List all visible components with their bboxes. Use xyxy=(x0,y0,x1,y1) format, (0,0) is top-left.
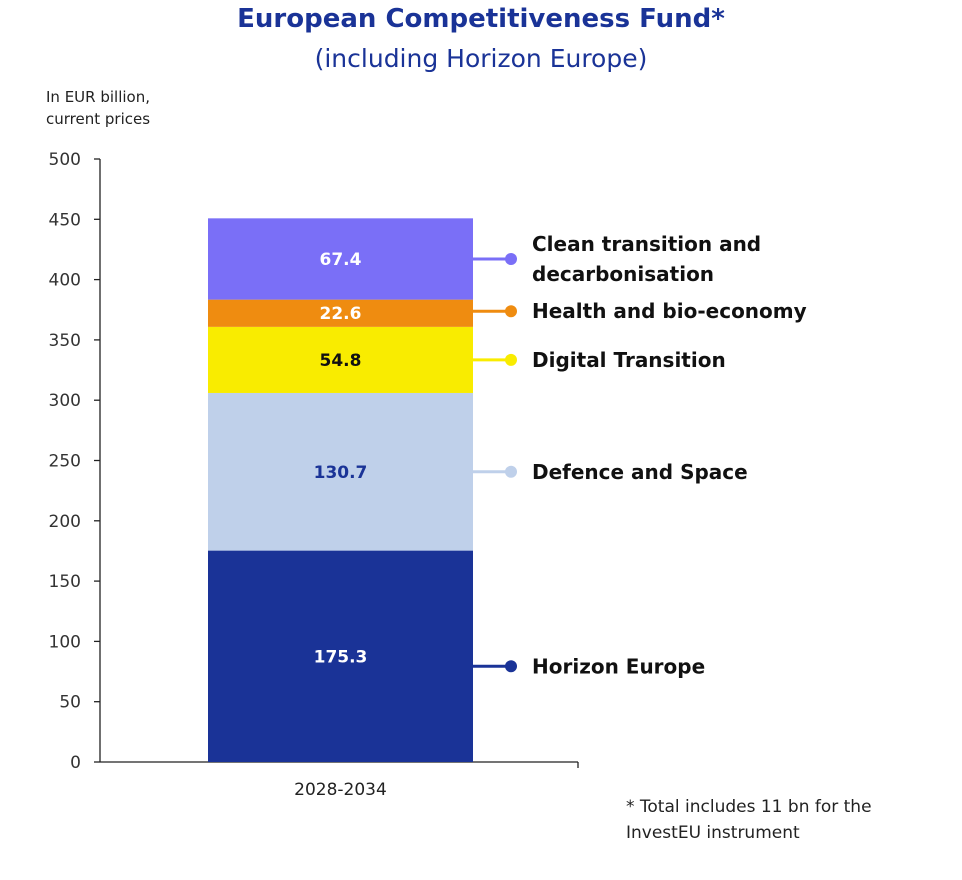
y-tick-label: 150 xyxy=(49,572,81,592)
legend-marker xyxy=(505,660,517,673)
legend-label: Digital Transition xyxy=(532,348,726,372)
y-tick-label: 0 xyxy=(70,753,81,773)
y-axis-unit-label: In EUR billion, current prices xyxy=(46,86,150,130)
y-tick-label: 400 xyxy=(49,271,81,291)
bar-value-label: 130.7 xyxy=(314,463,368,483)
chart-subtitle: (including Horizon Europe) xyxy=(314,44,648,73)
legend-marker xyxy=(505,353,517,366)
y-tick-label: 100 xyxy=(49,632,81,652)
footnote: * Total includes 11 bn for the InvestEU … xyxy=(626,794,872,846)
legend-marker xyxy=(505,252,517,265)
unit-label-line-1: In EUR billion, xyxy=(46,88,150,106)
legend-marker xyxy=(505,305,517,318)
bar-segment xyxy=(208,326,473,393)
y-tick-label: 450 xyxy=(49,210,81,230)
bar-segment xyxy=(208,299,473,327)
bar-segment xyxy=(208,550,473,762)
y-tick-label: 300 xyxy=(49,391,81,411)
legend-label: Defence and Space xyxy=(532,460,748,484)
bar-segment xyxy=(208,218,473,300)
y-tick-label: 250 xyxy=(49,452,81,472)
legend-marker xyxy=(505,465,517,478)
x-tick-label: 2028-2034 xyxy=(294,780,387,800)
chart-title: European Competitiveness Fund* xyxy=(237,4,725,34)
footnote-line-2: InvestEU instrument xyxy=(626,823,800,843)
y-tick-label: 50 xyxy=(59,693,81,713)
bar-segment xyxy=(208,392,473,551)
bar-value-label: 175.3 xyxy=(314,647,368,667)
bar-value-label: 22.6 xyxy=(320,304,362,324)
bar-value-label: 54.8 xyxy=(320,351,362,371)
y-tick-label: 350 xyxy=(49,331,81,351)
y-tick-label: 500 xyxy=(49,150,81,170)
legend-label: Horizon Europe xyxy=(532,654,705,678)
bar-value-label: 67.4 xyxy=(320,250,362,270)
legend-label: Health and bio-economy xyxy=(532,299,807,323)
legend-label: decarbonisation xyxy=(532,262,714,286)
unit-label-line-2: current prices xyxy=(46,110,151,128)
y-tick-label: 200 xyxy=(49,512,81,532)
footnote-line-1: * Total includes 11 bn for the xyxy=(626,797,872,817)
legend-label: Clean transition and xyxy=(532,232,761,256)
